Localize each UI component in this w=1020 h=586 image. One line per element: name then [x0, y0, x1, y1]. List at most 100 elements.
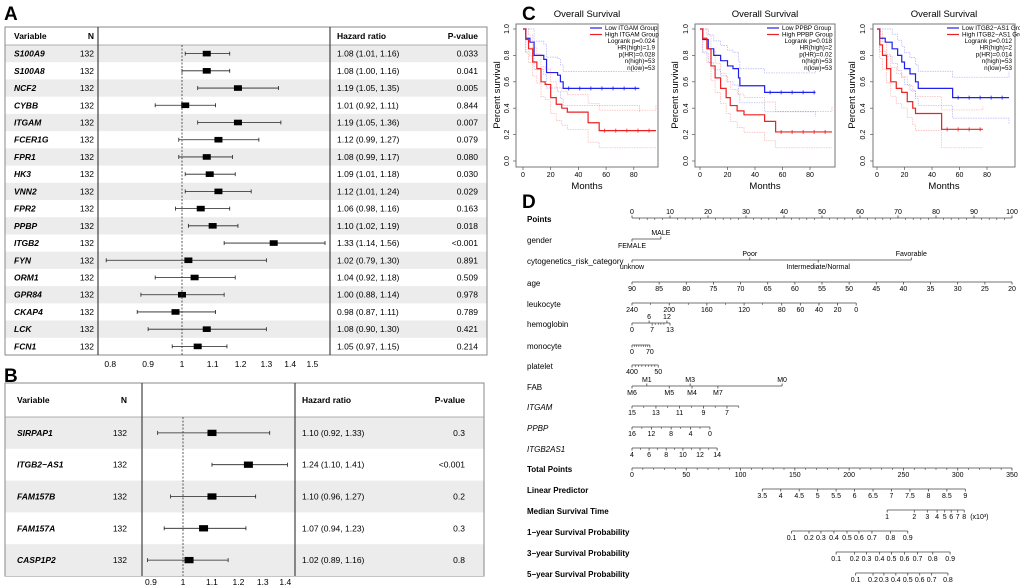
tick-label: 200 — [843, 472, 855, 479]
y-axis-label: Percent survival — [847, 61, 858, 129]
p-value: 0.891 — [457, 255, 479, 265]
tick-label: 50 — [682, 472, 690, 479]
hr-point — [205, 171, 214, 177]
tick-label: 65 — [764, 286, 772, 293]
plot-title: Overall Survival — [732, 9, 799, 20]
hazard-ratio-text: 1.08 (0.90, 1.30) — [337, 324, 400, 334]
tick-label: 0.4 — [875, 556, 885, 563]
tick-label: 6 — [647, 452, 651, 459]
statistic-text: p(HR)=0.014 — [976, 51, 1013, 58]
tick-label: 70 — [737, 286, 745, 293]
y-tick-label: 0.6 — [504, 77, 511, 87]
hr-point — [184, 556, 194, 564]
y-tick-label: 1.0 — [683, 24, 690, 34]
tick-label: 50 — [654, 369, 662, 376]
tick-label: 12 — [647, 431, 655, 438]
variable-name: FYN — [14, 255, 32, 265]
tick-label: 60 — [796, 307, 804, 314]
variable-name: FAM157B — [17, 492, 55, 502]
n-value: 132 — [113, 555, 127, 565]
hr-point — [214, 188, 223, 195]
statistic-text: Logrank p=0.012 — [965, 38, 1013, 45]
p-value: 0.2 — [453, 492, 465, 502]
nomogram-row: monocyte 0 70 — [527, 342, 654, 356]
hazard-ratio-text: 1.04 (0.92, 1.18) — [337, 273, 400, 283]
variable-name: ITGAM — [14, 118, 42, 128]
hazard-ratio-text: 1.07 (0.94, 1.23) — [302, 523, 365, 533]
tick-label: 0.2 — [868, 577, 878, 584]
tick-label: 12 — [696, 452, 704, 459]
tick-label: 4 — [689, 431, 693, 438]
hr-point — [190, 274, 199, 281]
survival-curve — [700, 28, 832, 133]
tick-label: 6 — [647, 314, 651, 321]
row-label: platelet — [527, 362, 554, 371]
panel-label-b: B — [4, 366, 18, 387]
tick-label: 0 — [630, 349, 634, 356]
table-row: LCK 132 1.08 (0.90, 1.30) 0.421 — [5, 320, 487, 338]
tick-label: 6.5 — [868, 493, 878, 500]
tick-label: 0.9 — [903, 535, 913, 542]
header-hazard-ratio: Hazard ratio — [302, 395, 351, 405]
header-p-value: P-value — [435, 395, 466, 405]
y-tick-label: 1.0 — [504, 24, 511, 34]
tick-label: 0.7 — [867, 535, 877, 542]
table-row: PPBP 132 1.10 (1.02, 1.19) 0.018 — [5, 217, 487, 235]
p-value: 0.041 — [457, 66, 479, 76]
hr-point — [202, 50, 211, 57]
n-value: 132 — [80, 290, 94, 300]
hazard-ratio-text: 1.05 (0.97, 1.15) — [337, 341, 400, 351]
x-tick-label: 40 — [575, 172, 583, 179]
table-row: HK3 132 1.09 (1.01, 1.18) 0.030 — [14, 169, 478, 179]
tick-label: 350 — [1006, 472, 1018, 479]
tick-label: 55 — [818, 286, 826, 293]
p-value: 0.079 — [457, 135, 479, 145]
x-tick-label: 1.4 — [284, 359, 296, 369]
survival-plots: Overall Survival Months Percent survival 0 2… — [492, 9, 1020, 192]
tick-label: 0 — [854, 307, 858, 314]
n-value: 132 — [80, 204, 94, 214]
nomogram-row: Linear Predictor 3.5 4 4.5 5 5.5 6 6.5 7 7.5 8 8.5 9 — [527, 486, 967, 500]
row-label: ITGAM — [527, 403, 553, 412]
row-label: Linear Predictor — [527, 486, 588, 495]
n-value: 132 — [80, 66, 94, 76]
variable-name: S100A8 — [14, 66, 45, 76]
row-label: gender — [527, 236, 552, 245]
tick-label: 10 — [666, 209, 674, 216]
row-label: Median Survival Time — [527, 507, 609, 516]
hr-point — [184, 257, 193, 264]
nomogram-row: gender FEMALE MALE — [527, 230, 671, 250]
y-tick-label: 0.8 — [683, 50, 690, 60]
hazard-ratio-text: 1.24 (1.10, 1.41) — [302, 460, 365, 470]
tick-label: 13 — [666, 327, 674, 334]
header-variable: Variable — [17, 395, 50, 405]
hazard-ratio-text: 1.19 (1.05, 1.36) — [337, 118, 400, 128]
hazard-ratio-text: 1.06 (0.98, 1.16) — [337, 204, 400, 214]
y-tick-label: 0.0 — [504, 156, 511, 166]
hr-point — [269, 240, 278, 246]
statistic-text: Logrank p=0.018 — [785, 38, 833, 45]
tick-label: 8.5 — [942, 493, 952, 500]
panel-label-d: D — [522, 192, 536, 213]
p-value: 0.3 — [453, 523, 465, 533]
forest-plot-b: SIRPAP1 132 1.10 (0.92, 1.33) 0.3 ITGB2−AS1 1… — [4, 382, 485, 586]
x-tick-label: 1.2 — [233, 577, 245, 586]
y-tick-label: 0.4 — [683, 103, 690, 113]
tick-label: 35 — [927, 286, 935, 293]
tick-label: 1 — [885, 514, 889, 521]
tick-label: 3 — [925, 514, 929, 521]
legend-label: High PPBP Group — [782, 32, 833, 39]
hazard-ratio-text: 1.08 (1.01, 1.16) — [337, 49, 400, 59]
tick-label: 70 — [894, 209, 902, 216]
tick-label: 0.6 — [854, 535, 864, 542]
tick-label: 0.1 — [787, 535, 797, 542]
tick-label: 40 — [900, 286, 908, 293]
plot-frame — [872, 23, 1016, 168]
confidence-band-line — [877, 28, 983, 149]
statistic-text: HR(high)=1.9 — [617, 45, 655, 52]
variable-name: VNN2 — [14, 186, 37, 196]
survival-curve — [523, 28, 640, 89]
forest-plot-a: S100A9 132 1.08 (1.01, 1.16) 0.033 S100A8 132… — [4, 26, 488, 369]
tick-label: 120 — [738, 307, 750, 314]
survival-plot: Overall Survival Months Percent survival 0 2… — [492, 9, 659, 192]
